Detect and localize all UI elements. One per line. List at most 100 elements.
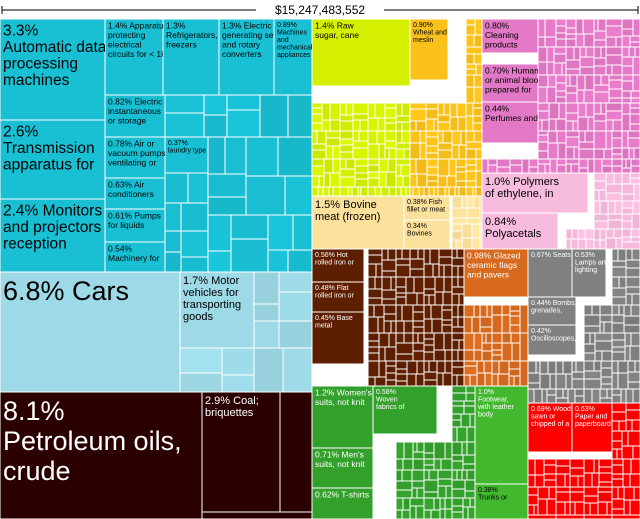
treemap-minor-cell: [569, 501, 576, 516]
treemap-minor-cell: [564, 473, 571, 488]
treemap-minor-cell: [437, 121, 451, 132]
treemap-minor-cell: [367, 263, 377, 278]
treemap-minor-cell: [367, 254, 383, 265]
treemap-minor-cell: [428, 360, 438, 373]
treemap-minor-cell: [611, 158, 623, 167]
treemap-minor-cell: [537, 102, 550, 112]
treemap-minor-cell: [548, 102, 560, 120]
treemap-minor-cell: [634, 46, 640, 58]
treemap-minor-cell: [395, 121, 403, 132]
treemap-minor-cell: [555, 473, 566, 488]
treemap-minor-cell: [565, 27, 577, 35]
treemap-label-womens-suits: 1.2% Women's suits, not knit: [315, 388, 372, 408]
treemap-minor-cell: [555, 90, 567, 98]
treemap-minor-cell: [605, 119, 614, 132]
treemap-minor-cell: [546, 388, 557, 396]
treemap-minor-cell: [426, 158, 439, 168]
treemap-minor-cell: [593, 65, 607, 76]
treemap-minor-cell: [623, 304, 632, 317]
treemap-minor-cell: [475, 148, 483, 160]
treemap-minor-cell: [481, 158, 489, 174]
treemap-minor-cell: [565, 136, 580, 148]
treemap-minor-cell: [423, 304, 432, 320]
treemap-minor-cell: [451, 144, 460, 160]
treemap-minor-cell: [519, 332, 529, 362]
treemap-minor-cell: [599, 304, 613, 316]
treemap-minor-cell: [436, 360, 446, 374]
treemap-minor-cell: [527, 388, 535, 404]
treemap-minor-cell: [496, 158, 511, 168]
treemap-cell-seats: [527, 248, 573, 298]
treemap-minor-cell: [555, 514, 585, 519]
treemap-minor-cell: [395, 489, 413, 499]
treemap-minor-cell: [577, 238, 587, 250]
treemap-label-refrigerators: 1.3% Refrigerators, freezers: [166, 21, 218, 50]
treemap-minor-cell: [226, 109, 261, 138]
treemap-minor-cell: [593, 239, 601, 250]
treemap-minor-cell: [465, 74, 475, 88]
treemap-label-coal: 2.9% Coal; briquettes: [205, 395, 259, 419]
treemap-minor-cell: [473, 53, 483, 65]
treemap-minor-cell: [548, 118, 557, 132]
treemap-minor-cell: [455, 158, 467, 168]
treemap-minor-cell: [491, 304, 503, 316]
treemap-minor-cell: [395, 142, 411, 150]
treemap-minor-cell: [321, 119, 331, 132]
treemap-minor-cell: [565, 158, 580, 165]
treemap-minor-cell: [555, 38, 567, 48]
treemap-minor-cell: [501, 304, 511, 316]
treemap-minor-cell: [444, 441, 453, 460]
treemap-minor-cell: [456, 469, 463, 481]
treemap-minor-cell: [430, 509, 441, 519]
treemap-minor-cell: [384, 117, 397, 124]
treemap-minor-cell: [339, 151, 354, 160]
treemap-minor-cell: [628, 46, 636, 58]
treemap-minor-cell: [521, 158, 530, 174]
treemap-minor-cell: [423, 248, 431, 265]
treemap-minor-cell: [582, 18, 595, 35]
treemap-minor-cell: [593, 228, 601, 241]
treemap-minor-cell: [583, 378, 602, 390]
treemap-minor-cell: [451, 316, 459, 328]
treemap-minor-cell: [617, 372, 629, 390]
treemap-minor-cell: [621, 207, 634, 215]
treemap-minor-cell: [565, 146, 575, 160]
treemap-minor-cell: [329, 172, 341, 188]
treemap-minor-cell: [395, 509, 403, 519]
treemap-minor-cell: [621, 28, 634, 37]
treemap-minor-cell: [618, 420, 627, 432]
treemap-minor-cell: [593, 113, 607, 122]
treemap-minor-cell: [415, 120, 427, 132]
treemap-minor-cell: [329, 102, 341, 121]
treemap-minor-cell: [395, 115, 411, 123]
treemap-minor-cell: [374, 376, 387, 387]
treemap-minor-cell: [423, 294, 430, 306]
treemap-minor-cell: [555, 360, 564, 375]
treemap-minor-cell: [384, 147, 390, 160]
treemap-minor-cell: [458, 339, 465, 351]
treemap-minor-cell: [579, 46, 587, 58]
treemap-minor-cell: [451, 392, 467, 402]
treemap-minor-cell: [444, 508, 453, 519]
treemap-minor-cell: [467, 506, 476, 519]
treemap-minor-cell: [384, 140, 397, 149]
treemap-minor-cell: [278, 291, 313, 322]
treemap-minor-cell: [328, 186, 334, 197]
treemap-minor-cell: [491, 349, 503, 356]
treemap-minor-cell: [618, 304, 625, 316]
treemap-minor-cell: [383, 313, 397, 322]
treemap-minor-cell: [423, 351, 435, 362]
treemap-label-mechanical: 0.89% Machines and mechanical appliances: [277, 22, 313, 59]
treemap-minor-cell: [527, 360, 537, 374]
treemap-minor-cell: [412, 326, 425, 334]
treemap-cell-hot-rolled: [311, 248, 365, 283]
treemap-label-mens-suits: 0.71% Men's suits, not knit: [315, 450, 365, 470]
treemap-minor-cell: [267, 249, 289, 273]
treemap-minor-cell: [547, 360, 557, 375]
treemap-minor-cell: [632, 74, 640, 92]
treemap-minor-cell: [401, 509, 411, 519]
treemap-minor-cell: [449, 116, 459, 132]
treemap-minor-cell: [601, 350, 613, 362]
treemap-minor-cell: [569, 458, 585, 469]
